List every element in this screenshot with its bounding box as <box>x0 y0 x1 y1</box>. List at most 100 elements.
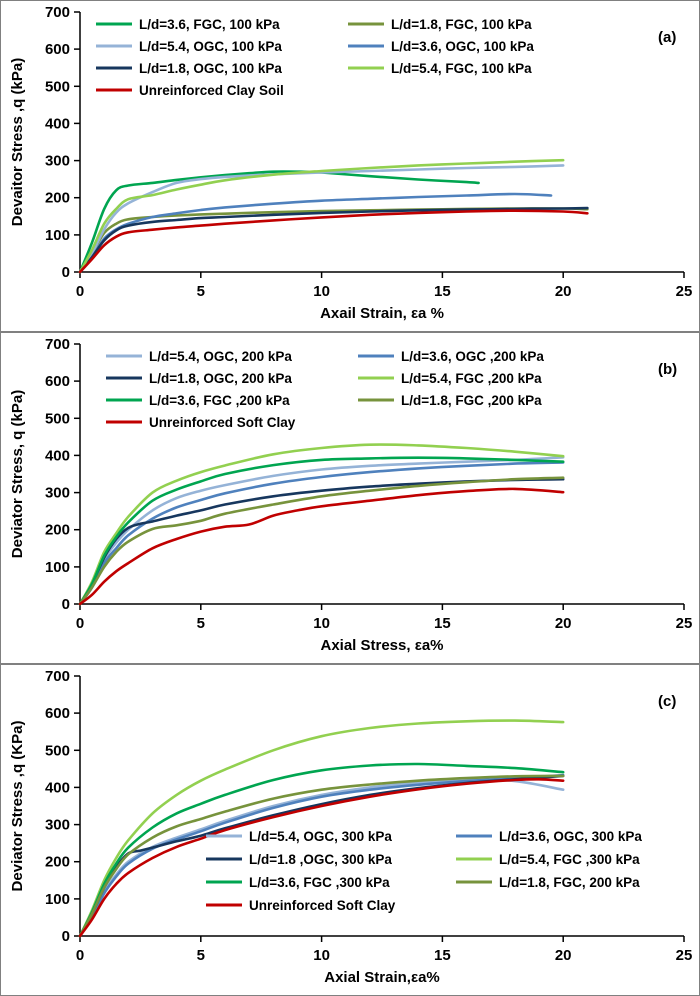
y-tick-label: 400 <box>45 115 70 132</box>
legend-entry: L/d=1.8, FGC, 100 kPa <box>348 17 532 32</box>
series-line <box>78 456 565 606</box>
legend-label: L/d=5.4, OGC, 200 kPa <box>149 349 292 364</box>
x-tick-label: 15 <box>434 947 451 964</box>
y-tick-label: 500 <box>45 78 70 95</box>
x-axis-title: Axial Stress, εa% <box>320 637 443 654</box>
legend-label: L/d=3.6, OGC, 300 kPa <box>499 829 642 844</box>
legend-entry: Unreinforced Clay Soil <box>96 83 284 98</box>
series-line <box>78 443 565 606</box>
series-line <box>78 170 480 274</box>
series-line <box>78 209 589 274</box>
x-tick-label: 25 <box>676 283 693 300</box>
legend-entry: L/d=5.4, FGC ,200 kPa <box>358 371 542 386</box>
series-line <box>78 158 565 274</box>
legend-label: L/d=3.6, FGC ,200 kPa <box>149 393 290 408</box>
y-tick-label: 500 <box>45 410 70 427</box>
y-tick-label: 200 <box>45 522 70 539</box>
x-tick-label: 0 <box>76 615 84 632</box>
legend-label: L/d=1.8, FGC ,200 kPa <box>401 393 542 408</box>
legend-label: L/d=5.4, OGC, 300 kPa <box>249 829 392 844</box>
y-tick-label: 400 <box>45 447 70 464</box>
legend-entry: L/d=3.6, OGC ,200 kPa <box>358 349 544 364</box>
legend-label: L/d=3.6, FGC, 100 kPa <box>139 17 280 32</box>
legend-entry: L/d=5.4, OGC, 200 kPa <box>106 349 292 364</box>
y-tick-label: 100 <box>45 227 70 244</box>
y-tick-label: 200 <box>45 854 70 871</box>
legend-label: L/d=5.4, FGC, 100 kPa <box>391 61 532 76</box>
legend-label: Unreinforced Clay Soil <box>139 83 284 98</box>
y-tick-label: 200 <box>45 190 70 207</box>
legend-entry: Unreinforced Soft Clay <box>106 415 296 430</box>
x-tick-label: 5 <box>197 947 205 964</box>
chart-panel-b: 0 100 200 300 400 500 600 700 0 5 10 15 20 25 Axial St… <box>0 332 700 664</box>
x-tick-label: 25 <box>676 615 693 632</box>
y-axis-title: Deviator Stress ,q (KPa) <box>9 721 26 892</box>
legend-entry: L/d=1.8, FGC ,200 kPa <box>358 393 542 408</box>
x-tick-label: 20 <box>555 947 572 964</box>
y-tick-label: 700 <box>45 668 70 685</box>
series-line <box>78 719 565 938</box>
legend-label: Unreinforced Soft Clay <box>149 415 296 430</box>
legend-label: L/d=1.8, FGC, 100 kPa <box>391 17 532 32</box>
chart-panel-a: 0 100 200 300 400 500 600 700 0 5 10 15 20 25 Axail St… <box>0 0 700 332</box>
y-tick-label: 400 <box>45 779 70 796</box>
x-tick-label: 5 <box>197 283 205 300</box>
legend-entry: L/d=5.4, FGC ,300 kPa <box>456 852 640 867</box>
series-line <box>78 762 565 938</box>
chart-border <box>0 664 700 996</box>
x-tick-label: 10 <box>313 615 330 632</box>
y-tick-label: 600 <box>45 705 70 722</box>
x-tick-label: 20 <box>555 283 572 300</box>
legend-label: L/d=1.8, OGC, 200 kPa <box>149 371 292 386</box>
x-tick-label: 5 <box>197 615 205 632</box>
y-tick-label: 0 <box>62 928 70 945</box>
chart-panel-c: 0 100 200 300 400 500 600 700 0 5 10 15 20 25 Axial St… <box>0 664 700 996</box>
legend-label: Unreinforced Soft Clay <box>249 898 396 913</box>
x-tick-label: 10 <box>313 283 330 300</box>
legend-entry: L/d=1.8, OGC, 200 kPa <box>106 371 292 386</box>
panel-label: (c) <box>658 693 676 710</box>
series-line <box>78 487 565 606</box>
legend-label: L/d=3.6, OGC ,200 kPa <box>401 349 544 364</box>
legend-label: L/d=1.8, OGC, 100 kPa <box>139 61 282 76</box>
chart-border <box>0 0 700 332</box>
legend-label: L/d=5.4, FGC ,200 kPa <box>401 371 542 386</box>
legend-entry: L/d=3.6, OGC, 300 kPa <box>456 829 642 844</box>
y-tick-label: 700 <box>45 4 70 21</box>
legend-entry: L/d=1.8 ,OGC, 300 kPa <box>206 852 392 867</box>
y-tick-label: 300 <box>45 817 70 834</box>
panel-label: (b) <box>658 361 677 378</box>
x-axis-title: Axail Strain, εa % <box>320 305 444 322</box>
y-tick-label: 100 <box>45 891 70 908</box>
legend-entry: L/d=3.6, FGC ,300 kPa <box>206 875 390 890</box>
x-tick-label: 15 <box>434 615 451 632</box>
y-axis-title: Devaitor Stress ,q (kPa) <box>9 58 26 226</box>
x-tick-label: 10 <box>313 947 330 964</box>
legend-entry: L/d=3.6, FGC ,200 kPa <box>106 393 290 408</box>
legend-entry: L/d=5.4, OGC, 300 kPa <box>206 829 392 844</box>
y-tick-label: 300 <box>45 153 70 170</box>
chart-a-canvas: 0 100 200 300 400 500 600 700 0 5 10 15 20 25 Axail St… <box>0 0 700 332</box>
y-axis-title: Deviator Stress, q (kPa) <box>9 390 26 558</box>
legend-label: L/d=3.6, FGC ,300 kPa <box>249 875 390 890</box>
legend-label: L/d=5.4, OGC, 100 kPa <box>139 39 282 54</box>
series-line <box>78 164 565 274</box>
legend-entry: L/d=3.6, OGC, 100 kPa <box>348 39 534 54</box>
x-axis-title: Axial Strain,εa% <box>324 969 440 986</box>
legend-entry: L/d=1.8, FGC, 200 kPa <box>456 875 640 890</box>
legend-label: L/d=5.4, FGC ,300 kPa <box>499 852 640 867</box>
x-tick-label: 20 <box>555 615 572 632</box>
legend-label: L/d=1.8 ,OGC, 300 kPa <box>249 852 392 867</box>
series-line <box>78 777 565 938</box>
chart-border <box>0 332 700 664</box>
series-line <box>78 774 565 938</box>
x-tick-label: 15 <box>434 283 451 300</box>
series-line <box>78 206 589 274</box>
legend-label: L/d=1.8, FGC, 200 kPa <box>499 875 640 890</box>
y-tick-label: 300 <box>45 485 70 502</box>
legend-entry: L/d=3.6, FGC, 100 kPa <box>96 17 280 32</box>
series-line <box>78 461 565 606</box>
y-tick-label: 700 <box>45 336 70 353</box>
x-tick-label: 25 <box>676 947 693 964</box>
legend-entry: L/d=5.4, OGC, 100 kPa <box>96 39 282 54</box>
